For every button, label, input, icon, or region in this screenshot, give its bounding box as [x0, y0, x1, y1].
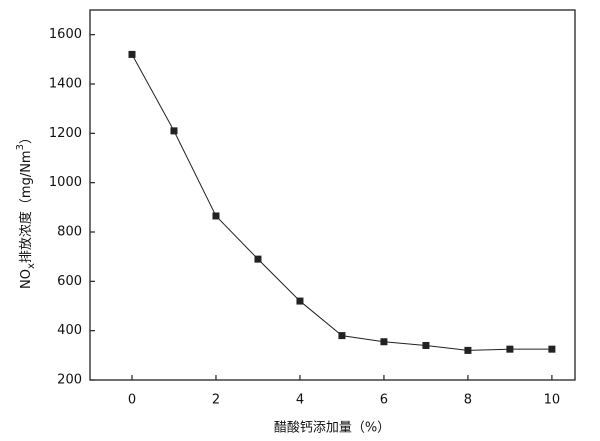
y-tick-label: 1000	[49, 175, 82, 190]
y-tick-label: 1200	[49, 126, 82, 141]
marker	[506, 345, 514, 353]
y-label-part: 排放浓度（mg/Nm	[18, 150, 34, 263]
y-tick-label: 400	[57, 323, 82, 338]
x-tick-label: 6	[380, 393, 388, 408]
y-tick-label: 1400	[49, 77, 82, 92]
marker	[422, 341, 430, 349]
marker	[170, 127, 178, 135]
x-tick-label: 0	[128, 393, 136, 408]
x-tick-label: 4	[296, 393, 304, 408]
y-tick-label: 600	[57, 274, 82, 289]
plot-frame	[89, 9, 576, 381]
y-axis-label: NOx排放浓度（mg/Nm3）	[15, 131, 37, 289]
marker	[380, 338, 388, 346]
marker	[338, 332, 346, 340]
y-label-subscript: x	[26, 263, 37, 269]
y-label-part: NO	[19, 269, 34, 289]
y-tick-label: 800	[57, 225, 82, 240]
x-tick-label: 2	[212, 393, 220, 408]
marker	[254, 255, 262, 263]
y-tick-label: 200	[57, 373, 82, 388]
y-label-superscript: 3	[15, 144, 26, 150]
y-tick-label: 1600	[49, 27, 82, 42]
x-tick-label: 10	[544, 393, 561, 408]
marker	[548, 345, 556, 353]
marker	[464, 346, 472, 354]
series-line	[131, 54, 552, 351]
y-label-part: ）	[19, 131, 34, 144]
marker	[128, 50, 136, 58]
x-axis-label: 醋酸钙添加量（%）	[274, 420, 390, 436]
marker	[212, 212, 220, 220]
marker	[296, 297, 304, 305]
x-tick-label: 8	[464, 393, 472, 408]
